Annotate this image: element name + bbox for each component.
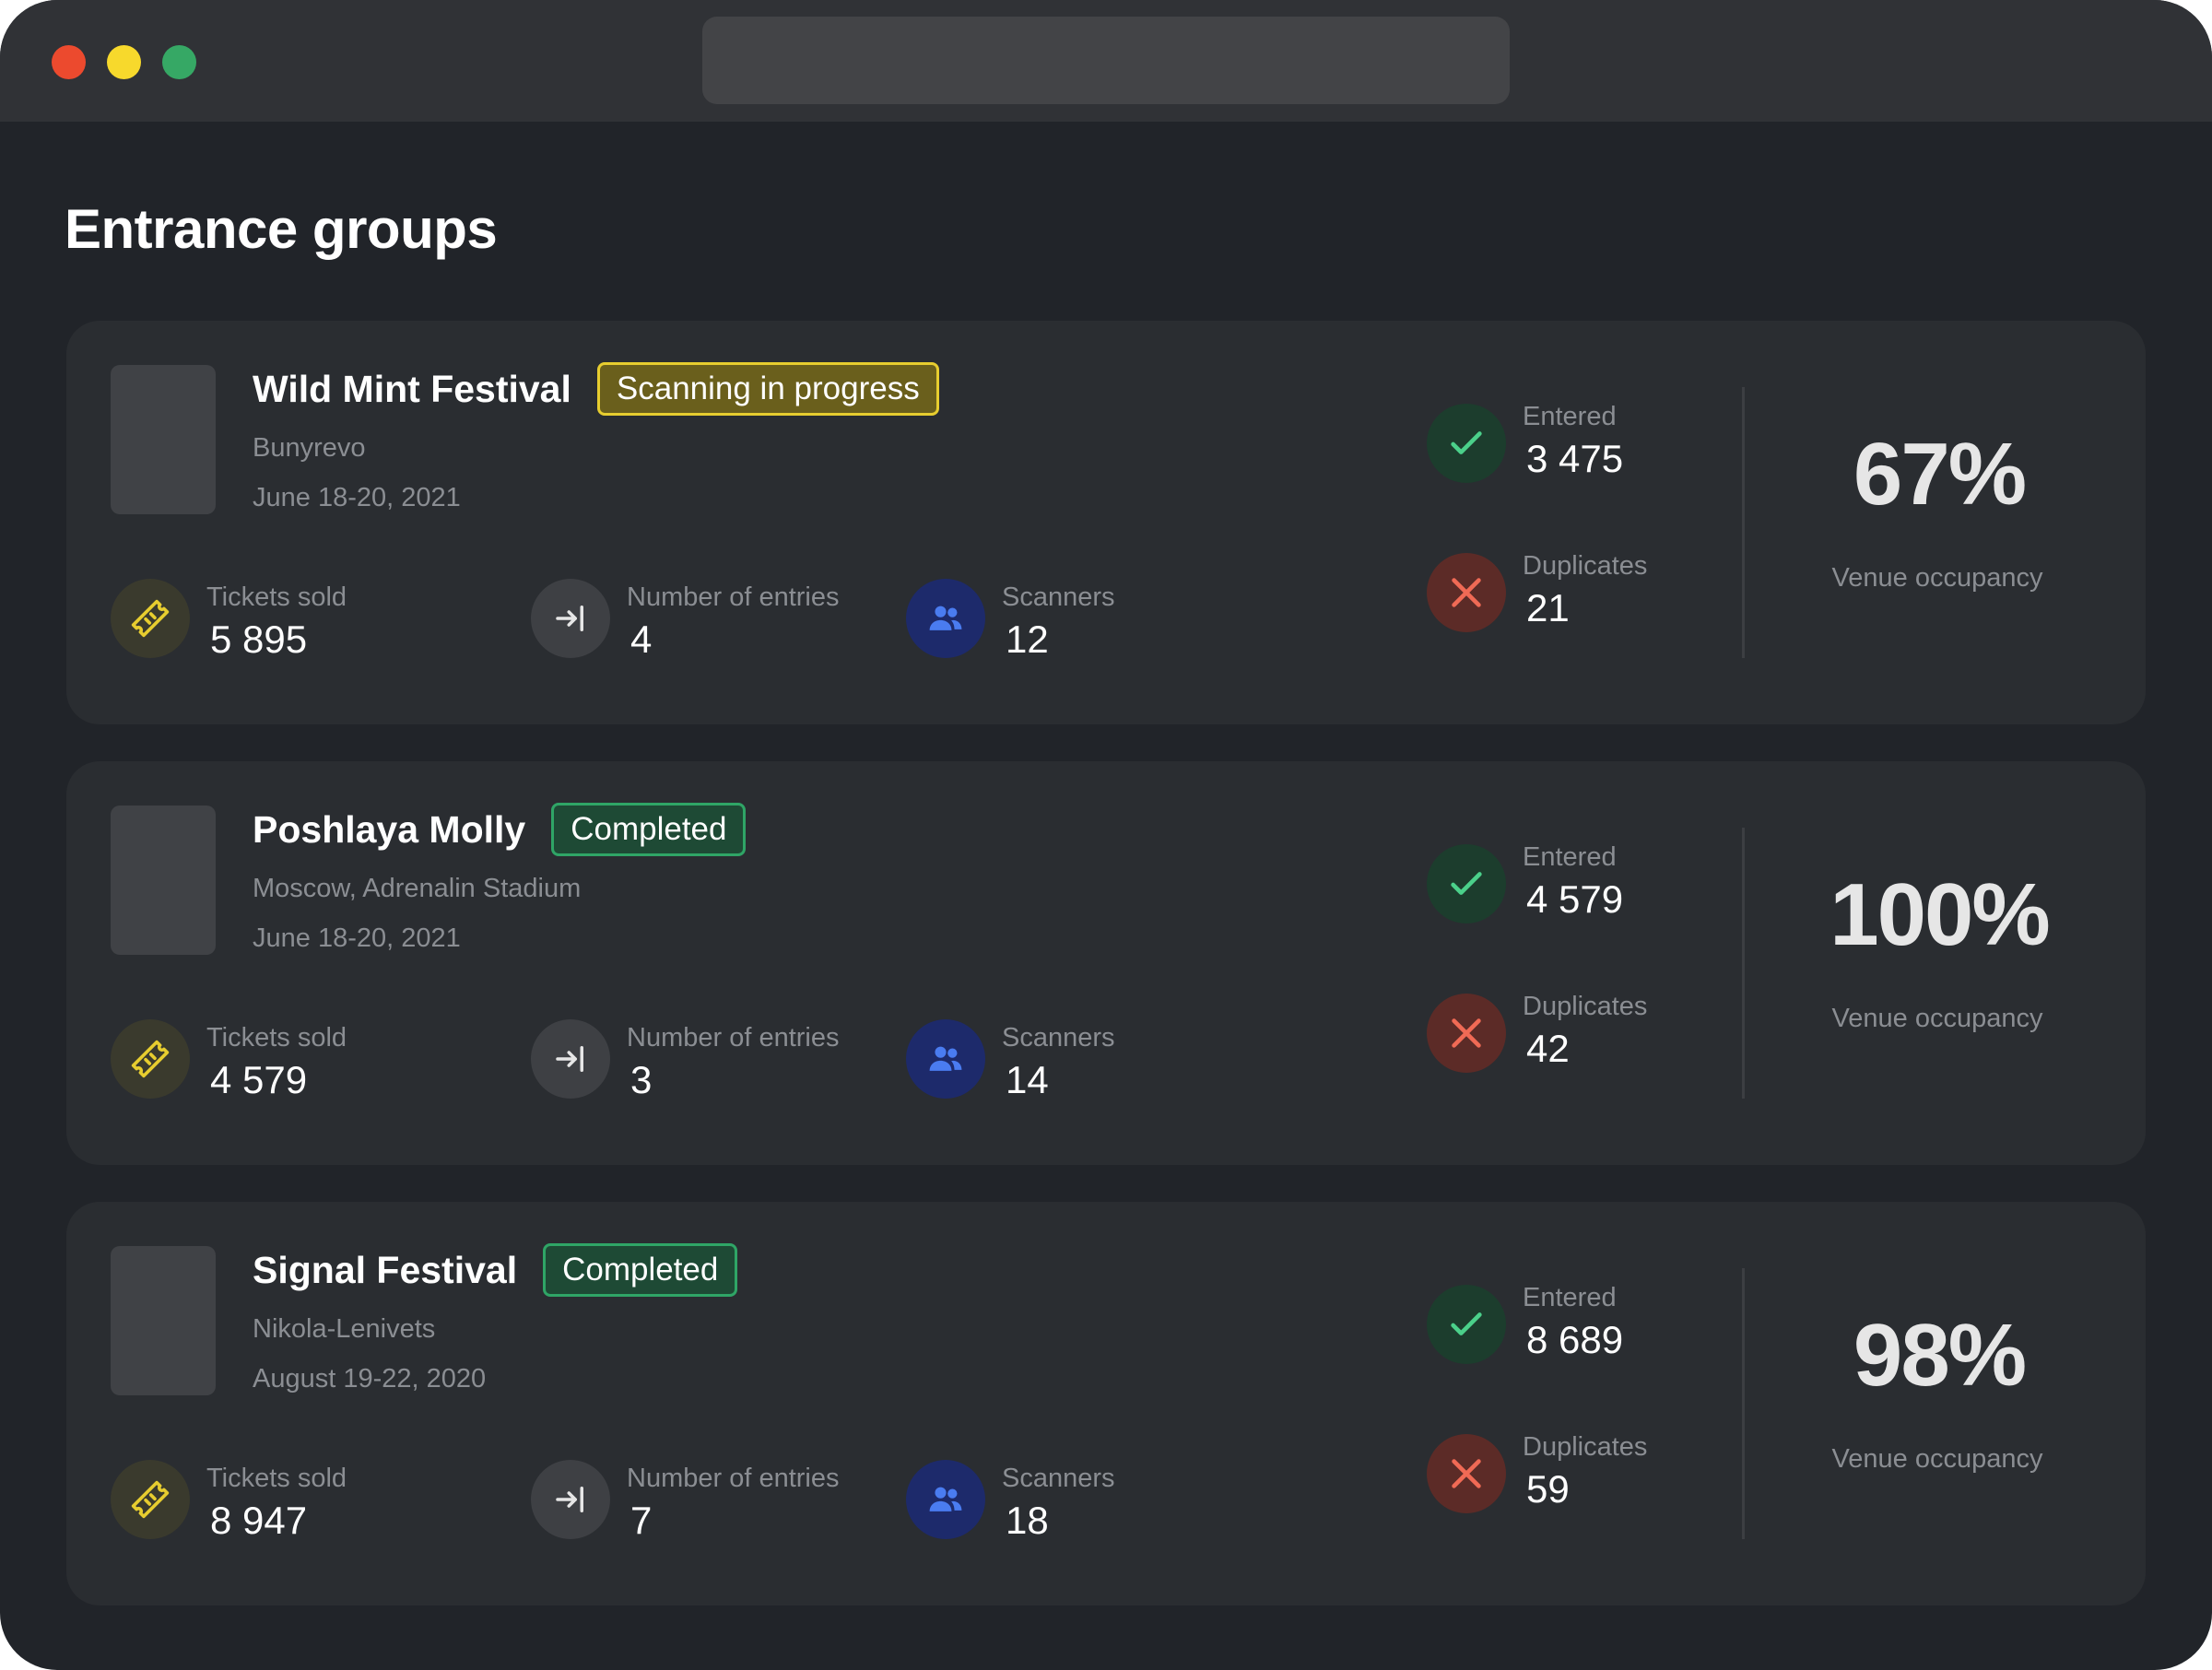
- event-thumbnail: [111, 806, 216, 955]
- arrow-to-line-icon: [531, 579, 610, 658]
- event-name: Wild Mint Festival: [253, 367, 571, 410]
- entered-label: Entered: [1523, 1283, 1617, 1312]
- page-title: Entrance groups: [65, 198, 498, 260]
- tickets-sold-label: Tickets sold: [206, 582, 347, 612]
- users-icon: [906, 579, 985, 658]
- divider: [1742, 1268, 1745, 1539]
- tickets-sold-label: Tickets sold: [206, 1464, 347, 1493]
- users-icon: [906, 1019, 985, 1099]
- status-badge: Scanning in progress: [596, 362, 939, 416]
- occupancy-label: Venue occupancy: [1831, 1004, 2043, 1033]
- event-thumbnail: [111, 1246, 216, 1395]
- status-badge: Completed: [551, 803, 747, 856]
- duplicates-label: Duplicates: [1523, 992, 1648, 1021]
- scanners-value: 14: [1006, 1058, 1049, 1101]
- maximize-window-button[interactable]: [162, 45, 196, 79]
- check-icon: [1427, 1285, 1506, 1364]
- entered-label: Entered: [1523, 402, 1617, 431]
- title-bar: [0, 0, 2212, 122]
- minimize-window-button[interactable]: [107, 45, 141, 79]
- venue-occupancy: 100% Venue occupancy: [1746, 761, 2146, 1165]
- tickets-sold-value: 5 895: [210, 617, 308, 661]
- event-dates: June 18-20, 2021: [253, 923, 461, 953]
- event-name: Poshlaya Molly: [253, 807, 526, 851]
- entries-label: Number of entries: [627, 1464, 840, 1493]
- entrance-group-card[interactable]: Wild Mint Festival Scanning in progress …: [66, 321, 2146, 724]
- scanners-label: Scanners: [1002, 1464, 1115, 1493]
- entries-label: Number of entries: [627, 1023, 840, 1053]
- event-location: Nikola-Lenivets: [253, 1314, 436, 1344]
- users-icon: [906, 1460, 985, 1539]
- duplicates-label: Duplicates: [1523, 551, 1648, 581]
- entered-value: 3 475: [1526, 437, 1624, 480]
- event-name: Signal Festival: [253, 1248, 518, 1291]
- duplicates-label: Duplicates: [1523, 1432, 1648, 1462]
- ticket-icon: [111, 1019, 190, 1099]
- divider: [1742, 828, 1745, 1099]
- check-icon: [1427, 404, 1506, 483]
- entries-value: 7: [630, 1499, 653, 1542]
- tickets-sold-label: Tickets sold: [206, 1023, 347, 1053]
- duplicates-value: 42: [1526, 1027, 1570, 1070]
- status-badge: Completed: [543, 1243, 738, 1297]
- tickets-sold-value: 4 579: [210, 1058, 308, 1101]
- event-dates: August 19-22, 2020: [253, 1364, 487, 1394]
- event-location: Moscow, Adrenalin Stadium: [253, 874, 582, 903]
- check-icon: [1427, 844, 1506, 923]
- scanners-label: Scanners: [1002, 1023, 1115, 1053]
- entries-value: 3: [630, 1058, 653, 1101]
- arrow-to-line-icon: [531, 1019, 610, 1099]
- occupancy-value: 98%: [1853, 1306, 2027, 1405]
- tickets-sold-value: 8 947: [210, 1499, 308, 1542]
- entrance-group-card[interactable]: Poshlaya Molly Completed Moscow, Adrenal…: [66, 761, 2146, 1165]
- occupancy-value: 67%: [1853, 425, 2027, 523]
- scanners-value: 12: [1006, 617, 1049, 661]
- occupancy-label: Venue occupancy: [1831, 1444, 2043, 1474]
- ticket-icon: [111, 1460, 190, 1539]
- event-thumbnail: [111, 365, 216, 514]
- event-dates: June 18-20, 2021: [253, 483, 461, 512]
- ticket-icon: [111, 579, 190, 658]
- x-icon: [1427, 1434, 1506, 1513]
- scanners-label: Scanners: [1002, 582, 1115, 612]
- occupancy-value: 100%: [1830, 865, 2051, 964]
- venue-occupancy: 67% Venue occupancy: [1746, 321, 2146, 724]
- venue-occupancy: 98% Venue occupancy: [1746, 1202, 2146, 1605]
- entrance-group-card[interactable]: Signal Festival Completed Nikola-Lenivet…: [66, 1202, 2146, 1605]
- entered-value: 4 579: [1526, 877, 1624, 921]
- duplicates-value: 21: [1526, 586, 1570, 629]
- arrow-to-line-icon: [531, 1460, 610, 1539]
- entries-label: Number of entries: [627, 582, 840, 612]
- entered-value: 8 689: [1526, 1318, 1624, 1361]
- close-window-button[interactable]: [52, 45, 86, 79]
- event-location: Bunyrevo: [253, 433, 366, 463]
- entered-label: Entered: [1523, 842, 1617, 872]
- occupancy-label: Venue occupancy: [1831, 563, 2043, 593]
- x-icon: [1427, 553, 1506, 632]
- x-icon: [1427, 994, 1506, 1073]
- entries-value: 4: [630, 617, 653, 661]
- entrance-group-list: Wild Mint Festival Scanning in progress …: [66, 321, 2146, 1642]
- divider: [1742, 387, 1745, 658]
- scanners-value: 18: [1006, 1499, 1049, 1542]
- address-bar[interactable]: [702, 17, 1510, 104]
- duplicates-value: 59: [1526, 1467, 1570, 1511]
